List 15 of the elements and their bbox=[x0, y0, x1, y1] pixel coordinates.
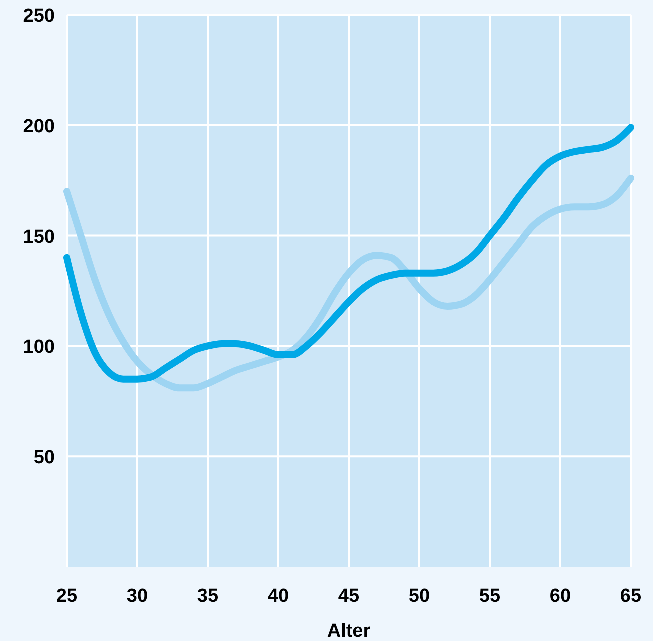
x-tick-label: 25 bbox=[56, 586, 78, 607]
x-axis-title: Alter bbox=[327, 621, 372, 641]
y-tick-label: 100 bbox=[23, 337, 55, 358]
x-tick-label: 40 bbox=[268, 586, 290, 607]
y-tick-label: 200 bbox=[23, 116, 55, 138]
x-tick-label: 65 bbox=[620, 586, 642, 607]
y-tick-label: 250 bbox=[23, 6, 55, 27]
y-tick-label: 50 bbox=[34, 448, 55, 469]
y-tick-label: 150 bbox=[23, 226, 55, 248]
x-tick-label: 55 bbox=[479, 586, 501, 607]
x-tick-label: 30 bbox=[126, 586, 148, 607]
x-tick-label: 50 bbox=[408, 586, 430, 607]
x-tick-label: 45 bbox=[338, 586, 360, 607]
x-tick-label: 35 bbox=[197, 586, 219, 607]
x-tick-label: 60 bbox=[550, 586, 572, 607]
